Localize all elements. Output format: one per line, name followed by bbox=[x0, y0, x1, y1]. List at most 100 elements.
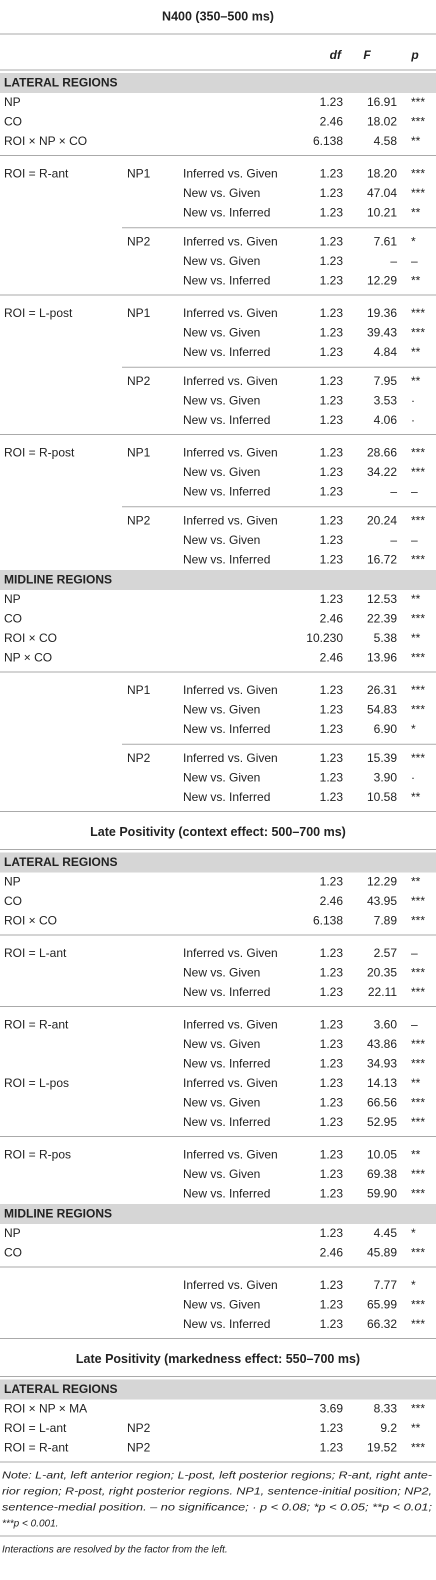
cell: 18.20 bbox=[367, 166, 397, 180]
cell: New vs. Inferred bbox=[183, 1317, 270, 1331]
cell: 3.90 bbox=[374, 770, 398, 784]
cell: New vs. Inferred bbox=[183, 273, 270, 287]
region-band bbox=[0, 1204, 436, 1224]
cell: 12.29 bbox=[367, 273, 397, 287]
cell: ** bbox=[411, 1147, 421, 1161]
cell: Inferred vs. Given bbox=[183, 751, 278, 765]
cell: 22.39 bbox=[367, 611, 397, 625]
cell: 43.86 bbox=[367, 1037, 397, 1051]
cell: New vs. Given bbox=[183, 533, 260, 547]
cell: 14.13 bbox=[367, 1076, 397, 1090]
cell: 47.04 bbox=[367, 186, 397, 200]
cell: ROI = R-pos bbox=[4, 1147, 71, 1161]
cell: CO bbox=[4, 894, 22, 908]
column-header: p bbox=[410, 48, 418, 62]
cell: 1.23 bbox=[320, 465, 344, 479]
cell: 2.46 bbox=[320, 114, 344, 128]
cell: ** bbox=[411, 1076, 421, 1090]
cell: ROI = L-ant bbox=[4, 1421, 67, 1435]
cell: 1.23 bbox=[320, 683, 344, 697]
cell: *** bbox=[411, 186, 425, 200]
cell: 15.39 bbox=[367, 751, 397, 765]
cell: 6.90 bbox=[374, 722, 398, 736]
cell: NP2 bbox=[127, 513, 151, 527]
cell: 1.23 bbox=[320, 205, 344, 219]
cell: New vs. Inferred bbox=[183, 345, 270, 359]
region-band bbox=[0, 570, 436, 590]
column-header: F bbox=[363, 48, 371, 62]
cell: 13.96 bbox=[367, 650, 397, 664]
cell: 1.23 bbox=[320, 413, 344, 427]
cell: New vs. Inferred bbox=[183, 552, 270, 566]
cell: 1.23 bbox=[320, 722, 344, 736]
cell: 1.23 bbox=[320, 1440, 344, 1454]
cell: 69.38 bbox=[367, 1167, 397, 1181]
cell: 19.36 bbox=[367, 306, 397, 320]
cell: *** bbox=[411, 702, 425, 716]
cell: New vs. Given bbox=[183, 965, 260, 979]
cell: 16.91 bbox=[367, 95, 397, 109]
cell: 6.138 bbox=[313, 913, 343, 927]
cell: 1.23 bbox=[320, 592, 344, 606]
cell: NP1 bbox=[127, 306, 151, 320]
cell: ROI = R-ant bbox=[4, 166, 69, 180]
cell: – bbox=[390, 254, 397, 268]
cell: *** bbox=[411, 1440, 425, 1454]
cell: 1.23 bbox=[320, 234, 344, 248]
cell: *** bbox=[411, 166, 425, 180]
cell: *** bbox=[411, 1095, 425, 1109]
cell: 1.23 bbox=[320, 186, 344, 200]
cell: 1.23 bbox=[320, 965, 344, 979]
cell: New vs. Given bbox=[183, 1037, 260, 1051]
cell: * bbox=[411, 1226, 416, 1240]
cell: ROI × CO bbox=[4, 631, 57, 645]
cell: New vs. Given bbox=[183, 1297, 260, 1311]
cell: New vs. Inferred bbox=[183, 1056, 270, 1070]
cell: 1.23 bbox=[320, 946, 344, 960]
cell: Inferred vs. Given bbox=[183, 1278, 278, 1292]
cell: NP × CO bbox=[4, 650, 52, 664]
cell: 1.23 bbox=[320, 484, 344, 498]
cell: · bbox=[411, 413, 415, 427]
cell: *** bbox=[411, 513, 425, 527]
cell: NP bbox=[4, 95, 21, 109]
cell: 1.23 bbox=[320, 790, 344, 804]
cell: *** bbox=[411, 1115, 425, 1129]
cell: *** bbox=[411, 1037, 425, 1051]
cell: 10.05 bbox=[367, 1147, 397, 1161]
cell: NP bbox=[4, 874, 21, 888]
cell: ** bbox=[411, 631, 421, 645]
cell: 19.52 bbox=[367, 1440, 397, 1454]
cell: *** bbox=[411, 114, 425, 128]
cell: ROI × NP × MA bbox=[4, 1401, 87, 1415]
region-label: LATERAL REGIONS bbox=[4, 855, 118, 869]
cell: Inferred vs. Given bbox=[183, 234, 278, 248]
cell: ** bbox=[411, 592, 421, 606]
cell: 1.23 bbox=[320, 1278, 344, 1292]
section-title: Late Positivity (markedness effect: 550–… bbox=[76, 1352, 360, 1366]
cell: 5.38 bbox=[374, 631, 398, 645]
cell: 39.43 bbox=[367, 325, 397, 339]
cell: 34.93 bbox=[367, 1056, 397, 1070]
cell: 59.90 bbox=[367, 1186, 397, 1200]
region-label: LATERAL REGIONS bbox=[4, 76, 118, 90]
cell: ** bbox=[411, 374, 421, 388]
cell: ** bbox=[411, 205, 421, 219]
cell: 22.11 bbox=[368, 985, 397, 999]
cell: New vs. Inferred bbox=[183, 1115, 270, 1129]
cell: 1.23 bbox=[320, 1421, 344, 1435]
cell: 20.24 bbox=[367, 513, 397, 527]
cell: 1.23 bbox=[320, 1226, 344, 1240]
cell: 54.83 bbox=[367, 702, 397, 716]
cell: New vs. Given bbox=[183, 465, 260, 479]
cell: 7.95 bbox=[374, 374, 398, 388]
cell: 1.23 bbox=[320, 325, 344, 339]
cell: 1.23 bbox=[320, 1317, 344, 1331]
cell: ** bbox=[411, 1421, 421, 1435]
cell: Inferred vs. Given bbox=[183, 1076, 278, 1090]
cell: 4.84 bbox=[374, 345, 398, 359]
cell: 1.23 bbox=[320, 513, 344, 527]
cell: *** bbox=[411, 325, 425, 339]
cell: New vs. Given bbox=[183, 770, 260, 784]
note-line: ***p < 0.001. bbox=[2, 1519, 58, 1530]
